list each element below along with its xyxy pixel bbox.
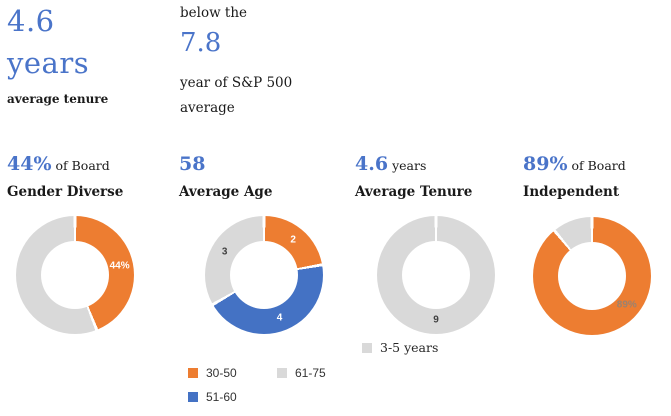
donut-label: 3 (221, 246, 228, 258)
stat-card-independent: 89% of Board Independent (523, 153, 671, 200)
stat-value-line: 89% of Board (523, 153, 671, 175)
donut-label: 2 (290, 234, 296, 246)
hero-benchmark: below the 7.8 year of S&P 500 average (180, 0, 350, 125)
hero-tenure-unit: years (7, 46, 90, 80)
donut-chart-independent: 89% (533, 217, 651, 335)
donut-label: 89% (616, 299, 637, 311)
legend-swatch (362, 342, 372, 353)
stat-unit: of Board (571, 158, 626, 173)
stat-value-line: 4.6 years (355, 153, 520, 175)
legend-label: 51-60 (206, 390, 237, 404)
stat-value: 4.6 (355, 153, 389, 175)
legend-label: 30-50 (206, 366, 237, 380)
donut-label: 4 (276, 312, 283, 324)
donut-chart-average-age: 2 4 3 (205, 216, 323, 334)
stat-title: Gender Diverse (7, 184, 124, 200)
stat-value-line: 58 (179, 153, 344, 175)
legend-label: 61-75 (295, 366, 326, 380)
donut-chart-gender-diverse: 44% (16, 216, 134, 334)
donut-hole (41, 241, 109, 309)
benchmark-detail-line1: year of S&P 500 (180, 75, 293, 91)
donut-label: 44% (109, 260, 130, 272)
benchmark-detail-line2: average (180, 100, 235, 116)
legend-item: 51-60 (188, 390, 277, 404)
stat-title: Average Tenure (355, 184, 473, 200)
legend-swatch (188, 368, 198, 378)
donut-chart-average-tenure: 9 (377, 216, 495, 334)
legend-label: 3-5 years (380, 340, 439, 355)
stat-value: 89% (523, 153, 568, 175)
tenure-legend: 3-5 years (362, 340, 438, 355)
stat-value: 58 (179, 153, 206, 175)
legend-item: 30-50 (188, 366, 277, 380)
stat-unit: years (392, 158, 427, 173)
hero-tenure-caption: average tenure (7, 92, 109, 106)
legend-swatch (188, 392, 198, 402)
stat-unit: of Board (55, 158, 110, 173)
legend-item: 61-75 (277, 366, 368, 380)
stat-card-average-tenure: 4.6 years Average Tenure (355, 153, 520, 200)
stat-value: 44% (7, 153, 52, 175)
hero-tenure-value: 4.6 (7, 4, 55, 38)
stat-value-line: 44% of Board (7, 153, 172, 175)
stat-title: Average Age (179, 184, 273, 200)
donut-hole (402, 241, 470, 309)
benchmark-value: 7.8 (180, 28, 222, 58)
stat-card-gender-diverse: 44% of Board Gender Diverse (7, 153, 172, 200)
benchmark-intro: below the (180, 5, 248, 21)
stat-card-average-age: 58 Average Age (179, 153, 344, 200)
stat-title: Independent (523, 184, 620, 200)
hero-average-tenure: 4.6 years average tenure (7, 0, 167, 106)
donut-hole (558, 242, 626, 310)
donut-label: 9 (433, 314, 439, 326)
age-legend: 30-50 61-75 51-60 (188, 366, 368, 404)
donut-hole (230, 241, 298, 309)
legend-swatch (277, 368, 287, 378)
legend-item: 3-5 years (362, 340, 438, 355)
